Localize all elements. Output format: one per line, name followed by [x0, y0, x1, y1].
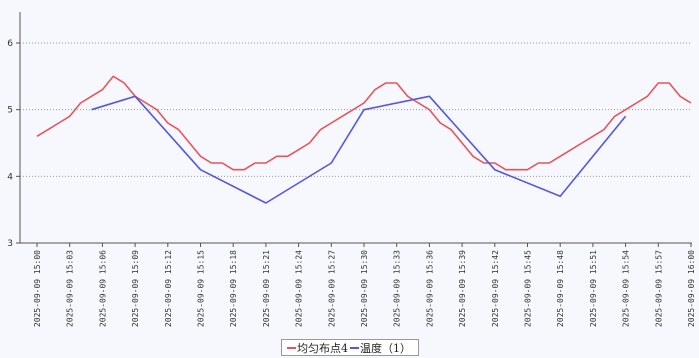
legend-swatch-series-1: [287, 346, 296, 349]
series-line-2: [91, 95, 627, 204]
x-tick-label: 2025-09-09 15:09: [131, 250, 140, 327]
legend-item-series-1[interactable]: 均匀布点4: [287, 340, 348, 356]
x-tick-label: 2025-09-09 15:51: [589, 250, 598, 327]
x-tick-label: 2025-09-09 15:00: [33, 250, 42, 327]
x-tick-label: 2025-09-09 15:27: [327, 250, 336, 327]
y-tick-label: 4: [7, 172, 13, 182]
x-tick-label: 2025-09-09 15:12: [164, 250, 173, 327]
x-tick-label: 2025-09-09 15:21: [262, 250, 271, 327]
x-tick-label: 2025-09-09 15:33: [393, 250, 402, 327]
legend-label-series-1: 均匀布点4: [297, 341, 348, 355]
x-tick-label: 2025-09-09 15:48: [556, 250, 565, 327]
legend-label-series-2: 温度（1）: [360, 341, 411, 355]
x-tick-label: 2025-09-09 15:57: [654, 250, 663, 327]
x-tick-label: 2025-09-09 15:45: [524, 250, 533, 327]
legend-swatch-series-2: [350, 346, 359, 349]
grid-lines: [20, 42, 692, 177]
x-tick-labels: 2025-09-09 15:00 2025-09-09 15:03 2025-09-…: [33, 243, 696, 327]
series-line-1: [36, 75, 692, 171]
x-tick-label: 2025-09-09 15:42: [491, 250, 500, 327]
x-tick-label: 2025-09-09 15:06: [98, 250, 107, 327]
axes: [19, 12, 692, 244]
x-tick-label: 2025-09-09 15:54: [622, 250, 631, 327]
x-tick-label: 2025-09-09 15:39: [458, 250, 467, 327]
y-tick-label: 3: [7, 239, 13, 249]
x-tick-label: 2025-09-09 15:30: [360, 250, 369, 327]
x-tick-label: 2025-09-09 15:03: [66, 250, 75, 327]
x-tick-label: 2025-09-09 15:15: [197, 250, 206, 327]
x-tick-label: 2025-09-09 15:24: [295, 250, 304, 327]
series-lines: [36, 75, 692, 204]
x-tick-label: 2025-09-09 15:36: [425, 250, 434, 327]
y-tick-label: 5: [7, 106, 13, 116]
x-tick-label: 2025-09-09 16:00: [687, 250, 696, 327]
y-tick-labels: 3 4 5 6: [7, 39, 20, 249]
x-tick-label: 2025-09-09 15:18: [229, 250, 238, 327]
y-tick-label: 6: [7, 39, 13, 49]
legend: 均匀布点4 温度（1）: [281, 339, 419, 356]
legend-item-series-2[interactable]: 温度（1）: [350, 340, 411, 356]
